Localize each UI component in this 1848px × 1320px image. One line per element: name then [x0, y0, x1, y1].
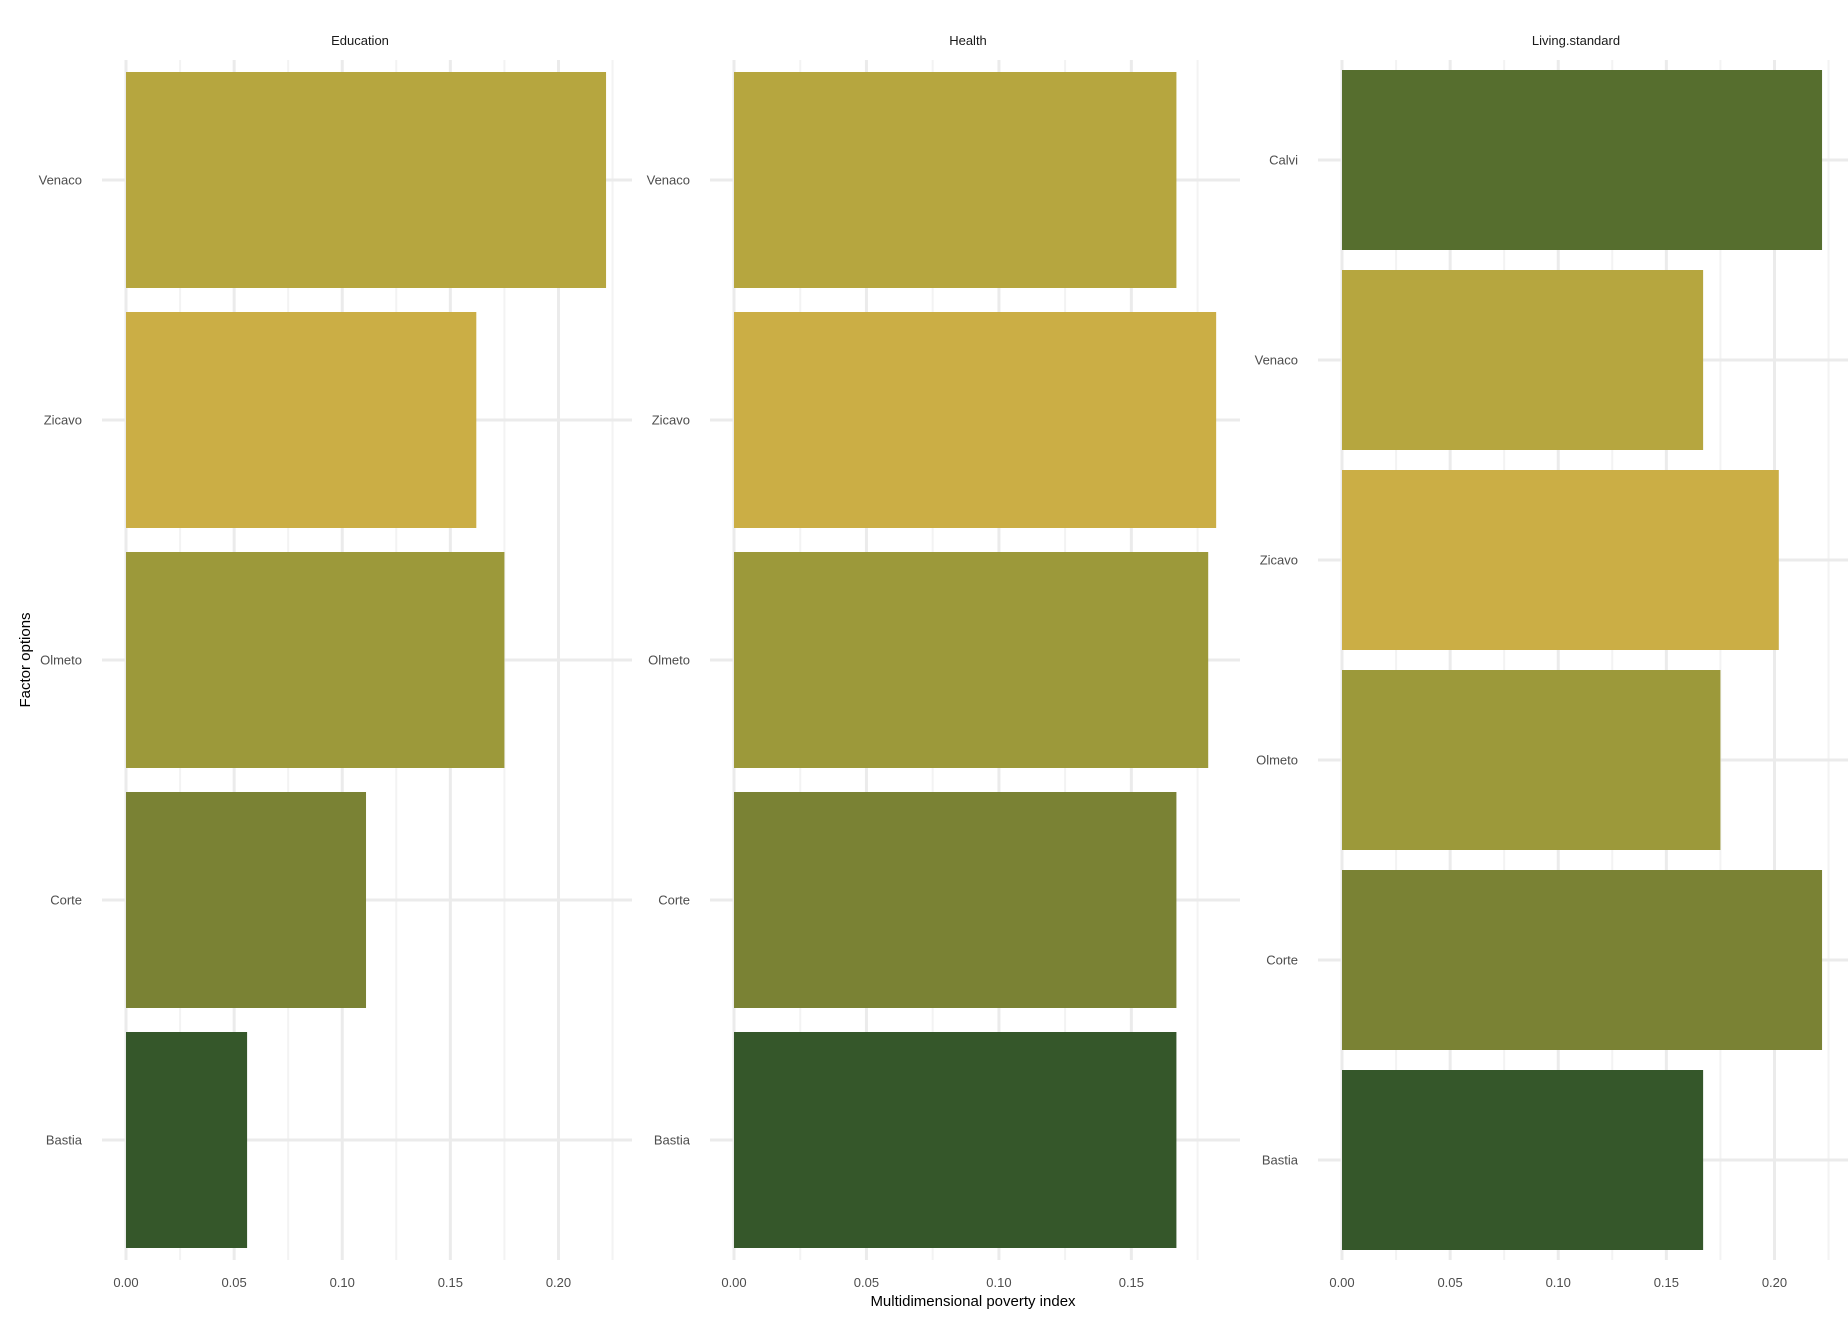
panel-living-standard: 0.00 0.05 0.10 0.15 0.20 Calvi Venaco Zicavo Olm…	[1255, 33, 1848, 1290]
y-tick-label: Zicavo	[44, 413, 82, 428]
bar-corte	[126, 792, 367, 1008]
bar-bastia	[1342, 1070, 1704, 1250]
bar-olmeto	[734, 552, 1209, 768]
y-tick-label: Venaco	[647, 173, 690, 188]
bar-calvi	[1342, 70, 1823, 250]
x-axis-title: Multidimensional poverty index	[870, 1293, 1076, 1310]
y-tick-label: Corte	[50, 893, 82, 908]
bar-zicavo	[734, 312, 1217, 528]
x-tick-label: 0.20	[546, 1275, 571, 1290]
x-tick-label: 0.10	[330, 1275, 355, 1290]
panel-health: 0.00 0.05 0.10 0.15 Venaco Zicavo Olmeto Corte B…	[647, 33, 1240, 1290]
bar-olmeto	[126, 552, 505, 768]
y-tick-label: Bastia	[654, 1133, 691, 1148]
x-tick-label: 0.00	[113, 1275, 138, 1290]
x-tick-label: 0.00	[721, 1275, 746, 1290]
x-tick-label: 0.05	[1437, 1275, 1462, 1290]
bar-corte	[1342, 870, 1823, 1050]
bar-bastia	[734, 1032, 1177, 1248]
bar-venaco	[126, 72, 607, 288]
y-tick-label: Zicavo	[1260, 553, 1298, 568]
panel-title: Health	[949, 33, 987, 48]
x-tick-label: 0.15	[1119, 1275, 1144, 1290]
x-tick-label: 0.10	[986, 1275, 1011, 1290]
x-tick-label: 0.15	[438, 1275, 463, 1290]
y-tick-label: Venaco	[39, 173, 82, 188]
panel-title: Living.standard	[1532, 33, 1620, 48]
x-tick-label: 0.00	[1329, 1275, 1354, 1290]
bar-venaco	[1342, 270, 1704, 450]
panel-title: Education	[331, 33, 389, 48]
bar-venaco	[734, 72, 1177, 288]
y-axis-title: Factor options	[17, 612, 34, 707]
y-tick-label: Olmeto	[648, 653, 690, 668]
y-tick-label: Bastia	[46, 1133, 83, 1148]
y-tick-label: Venaco	[1255, 353, 1298, 368]
x-tick-label: 0.20	[1762, 1275, 1787, 1290]
y-tick-label: Calvi	[1269, 153, 1298, 168]
panel-education: 0.00 0.05 0.10 0.15 0.20 Venaco Zicavo Olmeto Co…	[39, 33, 632, 1290]
bar-bastia	[126, 1032, 248, 1248]
y-tick-label: Corte	[1266, 953, 1298, 968]
x-tick-label: 0.15	[1654, 1275, 1679, 1290]
y-tick-label: Zicavo	[652, 413, 690, 428]
bar-olmeto	[1342, 670, 1721, 850]
y-tick-label: Olmeto	[1256, 753, 1298, 768]
y-tick-label: Olmeto	[40, 653, 82, 668]
y-tick-label: Bastia	[1262, 1153, 1299, 1168]
x-tick-label: 0.05	[221, 1275, 246, 1290]
bar-corte	[734, 792, 1177, 1008]
x-tick-label: 0.10	[1546, 1275, 1571, 1290]
y-tick-label: Corte	[658, 893, 690, 908]
bar-zicavo	[1342, 470, 1779, 650]
x-tick-label: 0.05	[854, 1275, 879, 1290]
bar-zicavo	[126, 312, 477, 528]
